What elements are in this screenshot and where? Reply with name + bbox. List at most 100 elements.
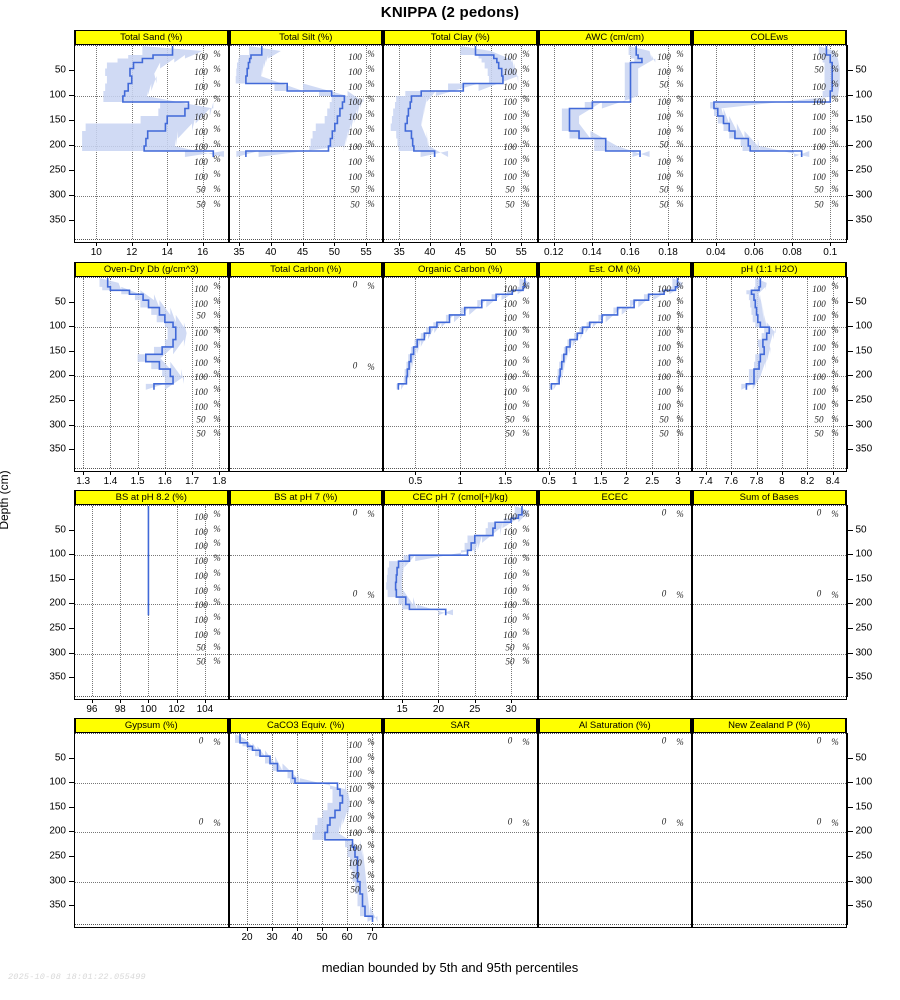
percent-sign: % (830, 324, 839, 335)
panel-total-sand: Total Sand (%) 100% 100% 100% 100% 100% 100% 10… (74, 30, 229, 242)
x-gridline (731, 278, 733, 468)
x-axis-line (692, 927, 847, 928)
percent-sign: % (367, 810, 375, 821)
depth-tick-label: 50 (855, 524, 867, 536)
percent-sign: % (212, 582, 221, 593)
x-tick (781, 471, 783, 475)
percent-sign: % (830, 383, 839, 394)
pedon-percent-annotation: 50 (196, 184, 205, 195)
pedon-percent-annotation: 100 (502, 327, 517, 338)
x-gridline (521, 46, 523, 239)
pedon-percent-annotation: 100 (502, 386, 517, 397)
percent-sign: % (212, 611, 221, 622)
depth-tick-label: 350 (49, 443, 66, 455)
depth-tick-label: 350 (49, 671, 66, 683)
depth-gridline (693, 783, 846, 785)
depth-axis-spine-left (74, 45, 75, 240)
x-tick-label: 100 (140, 704, 157, 715)
depth-gridline (384, 783, 537, 785)
percent-sign: % (367, 183, 375, 194)
pedon-percent-annotation: 100 (811, 313, 826, 324)
percent-sign: % (367, 78, 375, 89)
percent-sign: % (521, 280, 530, 291)
depth-tick (847, 529, 853, 531)
depth-gridline (229, 881, 382, 883)
percent-sign: % (367, 884, 375, 895)
percent-sign: % (676, 817, 684, 828)
depth-tick (69, 529, 74, 531)
depth-tick (847, 856, 853, 858)
x-tick-label: 50 (328, 247, 340, 258)
pedon-percent-annotation: 100 (348, 769, 362, 780)
depth-gridline (229, 327, 382, 329)
pedon-percent-annotation: 50 (814, 184, 823, 195)
panel-strip-label: BS at pH 7 (%) (229, 490, 382, 505)
percent-sign: % (521, 198, 530, 209)
pedon-percent-annotation: 100 (657, 156, 671, 167)
pedon-percent-annotation: 100 (502, 283, 517, 294)
pedon-percent-annotation: 0 (352, 360, 358, 371)
percent-sign: % (367, 138, 375, 149)
pedon-percent-annotation: 100 (657, 313, 671, 324)
depth-tick (69, 120, 74, 121)
figure-caption: median bounded by 5th and 95th percentil… (321, 960, 579, 975)
plot-area: 100% 100% 100% 100% 100% 100% 100% 100% 100% 50% 5… (384, 45, 537, 240)
pedon-percent-annotation: 0 (816, 735, 821, 746)
pedon-percent-annotation: 50 (814, 64, 823, 75)
pedon-percent-annotation: 50 (814, 414, 823, 425)
panel-strip-label: Gypsum (%) (75, 718, 228, 733)
percent-sign: % (676, 324, 684, 335)
depth-tick (69, 375, 74, 377)
panel-strip-label: Total Silt (%) (229, 30, 382, 45)
x-tick (247, 927, 248, 931)
pedon-percent-annotation: 100 (811, 111, 826, 122)
percent-sign: % (830, 354, 839, 365)
pedon-percent-annotation: 100 (348, 813, 362, 824)
depth-tick (847, 831, 853, 833)
x-tick (460, 242, 462, 246)
pedon-percent-annotation: 100 (657, 327, 671, 338)
plot-area: 0% 0% (693, 733, 846, 925)
depth-tick (69, 326, 74, 328)
percent-sign: % (830, 93, 839, 104)
profile-series (710, 46, 840, 157)
pedon-percent-annotation: 50 (505, 642, 514, 653)
pedon-percent-annotation: 100 (657, 111, 671, 122)
x-tick-label: 2.5 (645, 476, 660, 487)
pedon-percent-annotation: 50 (196, 642, 205, 653)
x-tick-label: 1 (571, 476, 578, 487)
depth-gridline (384, 832, 537, 834)
percent-sign: % (676, 48, 684, 59)
percent-sign: % (676, 168, 684, 179)
pedon-percent-annotation: 100 (657, 96, 671, 107)
x-tick-label: 1.7 (185, 476, 200, 487)
x-tick (754, 242, 755, 246)
x-gridline (474, 506, 476, 696)
pedon-percent-annotation: 100 (348, 51, 362, 62)
pedon-percent-annotation: 100 (348, 141, 362, 152)
pedon-percent-annotation: 100 (657, 283, 671, 294)
x-gridline (204, 506, 206, 696)
x-gridline (366, 46, 368, 239)
pedon-percent-annotation: 100 (193, 629, 208, 640)
pedon-percent-annotation: 100 (348, 857, 362, 868)
panel-strip-label: Est. OM (%) (538, 262, 691, 277)
depth-tick (847, 806, 853, 808)
depth-gridline (384, 604, 537, 606)
percent-sign: % (676, 108, 684, 119)
pedon-percent-annotation: 100 (811, 372, 826, 383)
pedon-percent-annotation: 100 (502, 51, 517, 62)
pedon-percent-annotation: 100 (348, 828, 362, 839)
x-tick (574, 471, 576, 475)
depth-gridline (229, 604, 382, 606)
depth-tick-label: 150 (49, 573, 66, 585)
panel-strip-label: SAR (384, 718, 537, 733)
percent-sign: % (521, 508, 530, 519)
depth-tick (847, 578, 853, 580)
x-tick (399, 242, 401, 246)
pedon-percent-annotation: 100 (811, 96, 826, 107)
pedon-percent-annotation: 100 (348, 798, 362, 809)
x-axis-line (692, 242, 847, 243)
pedon-percent-annotation: 50 (659, 199, 669, 210)
x-tick (756, 471, 758, 475)
